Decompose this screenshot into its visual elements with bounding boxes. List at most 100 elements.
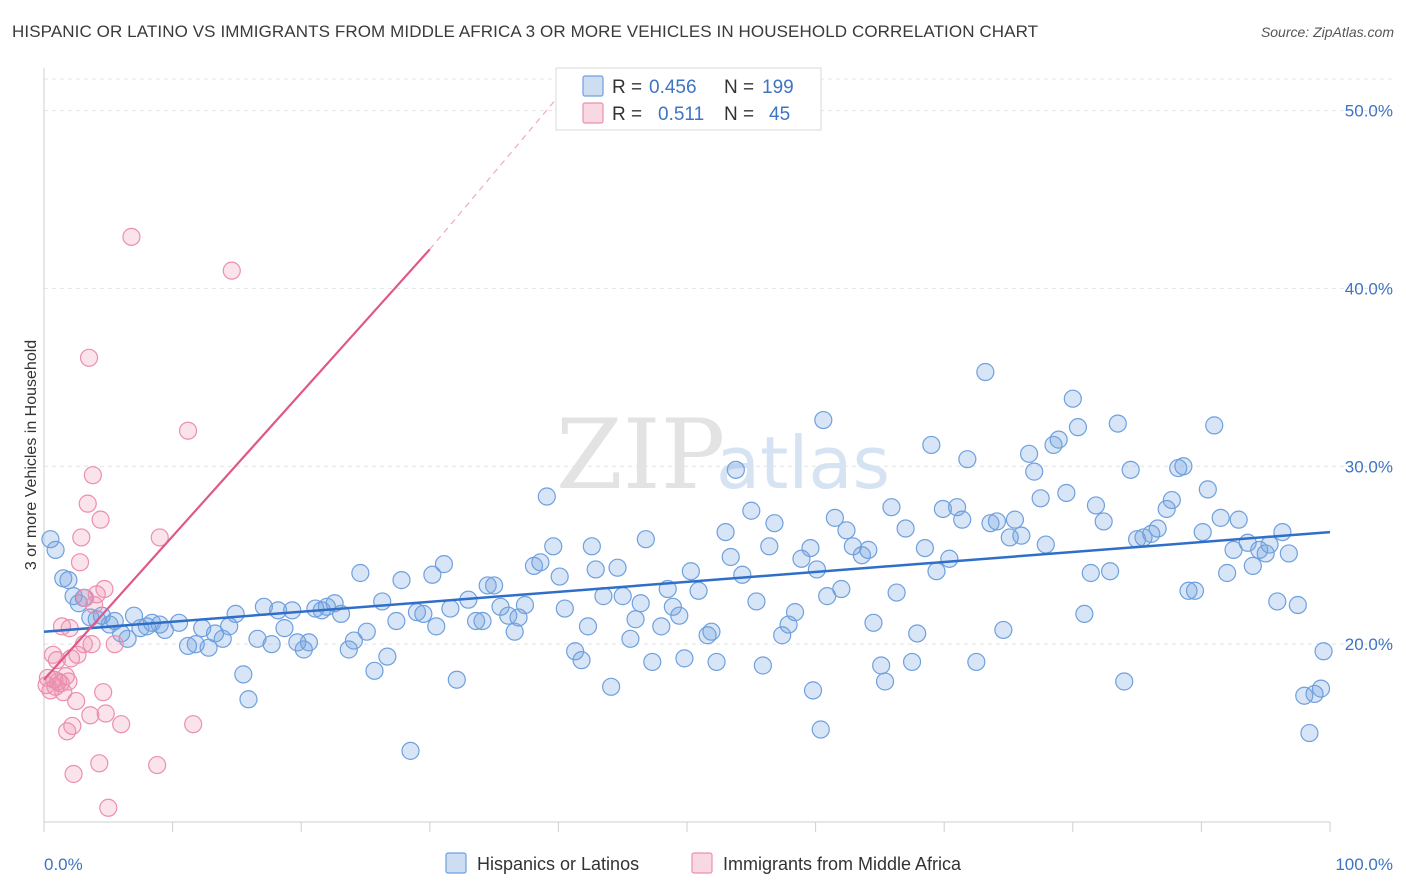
data-point-hispanics [1108, 414, 1127, 433]
data-point-hispanics [1193, 522, 1212, 542]
data-point-hispanics [59, 571, 78, 590]
data-point-hispanics [785, 603, 805, 622]
data-point-hispanics [485, 576, 504, 595]
data-point-hispanics [1031, 489, 1050, 508]
series-middle-africa-points [37, 227, 241, 817]
data-point-middle-africa [82, 635, 101, 654]
data-point-hispanics [1260, 535, 1279, 554]
data-point-hispanics [262, 635, 281, 654]
data-point-hispanics [613, 587, 632, 606]
data-point-hispanics [1229, 510, 1248, 529]
y-tick-label: 30.0% [1345, 457, 1393, 476]
data-point-hispanics [1036, 535, 1055, 554]
data-point-hispanics [226, 604, 245, 624]
data-point-hispanics [753, 656, 772, 675]
data-point-hispanics [721, 547, 740, 567]
legend-swatch-middle-africa [691, 852, 713, 874]
data-point-hispanics [478, 576, 497, 595]
data-point-hispanics [566, 642, 585, 661]
data-point-hispanics [1314, 642, 1333, 661]
data-point-hispanics [626, 610, 645, 629]
data-point-hispanics [373, 592, 392, 611]
data-point-hispanics [837, 521, 856, 540]
data-point-hispanics [1218, 563, 1237, 583]
data-point-hispanics [586, 560, 605, 579]
source-label: Source: ZipAtlas.com [1260, 24, 1394, 40]
data-point-hispanics [466, 611, 486, 631]
data-point-hispanics [958, 450, 977, 469]
data-point-hispanics [392, 571, 411, 590]
data-point-hispanics [765, 514, 784, 533]
stat-n-label-pink: N = [724, 104, 754, 125]
data-point-hispanics [663, 597, 682, 616]
data-point-hispanics [1057, 483, 1076, 503]
data-point-hispanics [811, 720, 830, 739]
data-point-middle-africa [58, 722, 77, 741]
data-point-hispanics [908, 624, 927, 643]
data-point-hispanics [515, 595, 535, 615]
y-tick-labels: 20.0% 30.0% 40.0% 50.0% [1345, 102, 1393, 655]
data-point-hispanics [1279, 544, 1298, 563]
data-point-hispanics [275, 619, 294, 638]
data-point-hispanics [1243, 556, 1262, 575]
data-point-hispanics [1198, 480, 1217, 499]
legend-swatch-hispanics [445, 852, 467, 874]
data-point-hispanics [872, 656, 891, 675]
data-point-hispanics [239, 690, 258, 709]
data-point-hispanics [1044, 435, 1063, 455]
data-point-hispanics [1075, 604, 1094, 624]
stat-n-label-blue: N = [724, 77, 754, 98]
data-point-hispanics [825, 508, 844, 527]
data-point-hispanics [652, 617, 671, 636]
data-point-middle-africa [91, 510, 110, 529]
x-tick-label-min: 0.0% [44, 855, 83, 874]
stats-box: R = 0.456 N = 199 R = 0.511 N = 45 [555, 67, 822, 131]
data-point-hispanics [537, 487, 556, 506]
data-point-hispanics [1148, 519, 1167, 538]
data-point-middle-africa [105, 635, 124, 654]
chart-title: HISPANIC OR LATINO VS IMMIGRANTS FROM MI… [12, 22, 1039, 41]
data-point-hispanics [1185, 581, 1205, 600]
data-point-hispanics [933, 499, 953, 519]
data-point-hispanics [1268, 592, 1287, 611]
data-point-hispanics [670, 606, 689, 625]
data-point-hispanics [915, 538, 935, 558]
data-point-hispanics [531, 553, 550, 572]
data-point-hispanics [636, 530, 655, 549]
data-point-middle-africa [47, 651, 66, 670]
data-point-hispanics [602, 677, 621, 696]
data-point-hispanics [572, 651, 591, 670]
data-point-hispanics [473, 611, 492, 631]
data-point-hispanics [747, 592, 766, 611]
data-point-hispanics [46, 540, 65, 559]
data-point-middle-africa [63, 716, 82, 736]
data-point-middle-africa [94, 683, 113, 702]
data-point-hispanics [299, 633, 319, 652]
data-point-hispanics [387, 611, 406, 631]
data-point-hispanics [378, 647, 397, 666]
y-tick-label: 40.0% [1345, 279, 1393, 298]
data-point-hispanics [339, 640, 358, 659]
data-point-hispanics [578, 617, 598, 636]
data-point-hispanics [994, 620, 1013, 640]
data-point-hispanics [981, 514, 1000, 533]
data-point-hispanics [859, 540, 878, 559]
legend-label-middle-africa: Immigrants from Middle Africa [723, 854, 962, 874]
series-hispanics-points [41, 362, 1333, 760]
data-point-hispanics [689, 581, 708, 600]
data-point-hispanics [927, 562, 946, 581]
data-point-middle-africa [78, 494, 97, 513]
stat-n-value-pink: 45 [769, 104, 790, 125]
data-point-hispanics [922, 435, 941, 455]
data-point-middle-africa [95, 579, 114, 599]
stat-r-label-blue: R = [612, 77, 642, 98]
data-point-middle-africa [76, 588, 95, 608]
x-tick-label-max: 100.0% [1335, 855, 1393, 874]
data-point-hispanics [1288, 595, 1307, 615]
data-point-hispanics [733, 565, 752, 584]
data-point-hispanics [1094, 512, 1113, 531]
data-point-hispanics [832, 579, 851, 599]
data-point-middle-africa [81, 706, 100, 725]
legend-label-hispanics: Hispanics or Latinos [477, 854, 639, 874]
data-point-hispanics [1205, 416, 1224, 435]
